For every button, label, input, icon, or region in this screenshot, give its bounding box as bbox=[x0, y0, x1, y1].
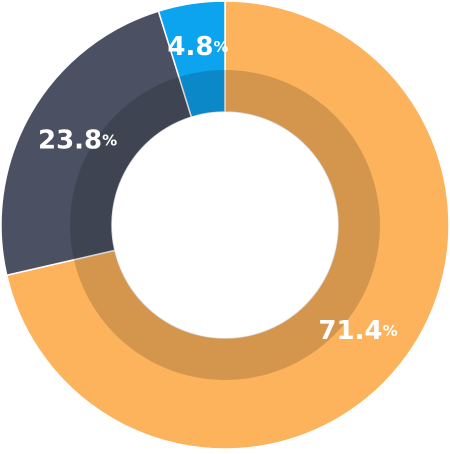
data-label: 4.8% bbox=[167, 32, 228, 62]
data-label: 23.8% bbox=[38, 125, 117, 155]
data-label: 71.4% bbox=[318, 315, 397, 345]
donut-segment bbox=[0, 10, 193, 277]
donut-segment bbox=[157, 0, 226, 119]
donut-segment bbox=[5, 0, 450, 450]
